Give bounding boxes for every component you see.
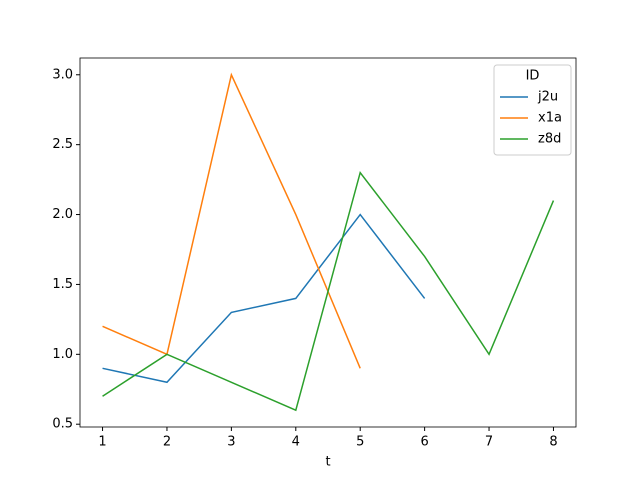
x-tick-label: 7 [485,435,493,450]
legend-label: z8d [538,132,561,147]
legend-label: x1a [538,111,562,126]
x-tick-label: 6 [420,435,428,450]
x-tick-label: 8 [549,435,557,450]
legend-label: j2u [537,90,558,105]
y-tick-label: 1.5 [52,277,73,292]
y-tick-label: 2.0 [52,207,73,222]
y-tick-label: 1.0 [52,347,73,362]
x-tick-label: 5 [356,435,364,450]
series-line [102,213,426,384]
y-tick-label: 3.0 [52,67,73,82]
legend-box [493,64,572,156]
y-tick-label: 2.5 [52,137,73,152]
x-tick-label: 4 [292,435,300,450]
series-line [102,72,361,369]
plot-frame [79,57,577,428]
series-line [102,170,555,412]
legend-title: ID [526,69,540,84]
x-tick-label: 3 [227,435,235,450]
y-tick-label: 0.5 [52,417,73,432]
x-axis-label: t [325,455,330,470]
x-tick-label: 1 [98,435,106,450]
x-tick-label: 2 [163,435,171,450]
